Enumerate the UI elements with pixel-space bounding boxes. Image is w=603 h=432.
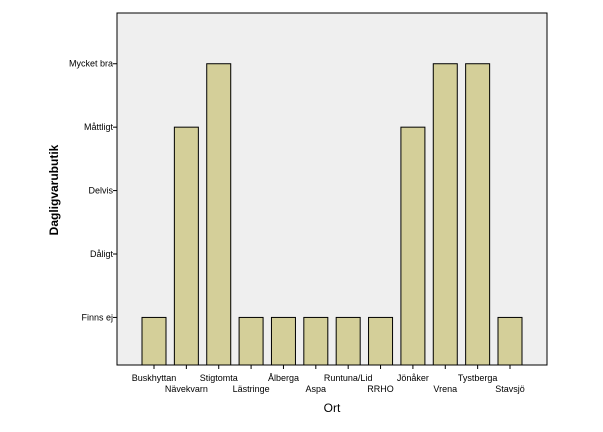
x-tick-label: Aspa xyxy=(306,384,327,394)
x-tick-label: Jönåker xyxy=(397,373,429,383)
bars-group xyxy=(141,63,523,366)
y-tick-label: Mycket bra xyxy=(69,59,113,69)
x-tick-label: Stigtomta xyxy=(200,373,238,383)
bar-ålberga xyxy=(270,316,296,366)
x-axis-title: Ort xyxy=(324,401,341,415)
bar-rrho xyxy=(368,316,394,366)
bar-buskhyttan xyxy=(141,316,167,366)
x-tick-label: Vrena xyxy=(433,384,457,394)
x-tick-label: Lästringe xyxy=(233,384,270,394)
bar-stavsjö xyxy=(497,316,523,366)
x-tick-label: Nävekvarn xyxy=(165,384,208,394)
bar-aspa xyxy=(303,316,329,366)
y-tick-label: Måttligt xyxy=(84,122,114,132)
bar-runtuna-lid xyxy=(335,316,361,366)
x-tick-label: RRHO xyxy=(367,384,394,394)
y-tick-label: Finns ej xyxy=(81,312,113,322)
y-axis-title: Dagligvarubutik xyxy=(47,144,61,235)
bar-vrena xyxy=(432,63,458,366)
bar-tystberga xyxy=(465,63,491,366)
x-tick-label: Tystberga xyxy=(458,373,498,383)
y-axis: Finns ej Dåligt Delvis Måttligt Mycket bra xyxy=(69,59,117,322)
y-tick-label: Delvis xyxy=(88,186,113,196)
bar-nävekvarn xyxy=(173,126,199,366)
x-tick-label: Stavsjö xyxy=(495,384,525,394)
x-tick-label: Buskhyttan xyxy=(132,373,177,383)
bar-lästringe xyxy=(238,316,264,366)
x-tick-label: Ålberga xyxy=(268,373,299,383)
bar-jönåker xyxy=(400,126,426,366)
x-axis: BuskhyttanNävekvarnStigtomtaLästringeÅlb… xyxy=(132,365,525,394)
x-tick-label: Runtuna/Lid xyxy=(324,373,373,383)
y-tick-label: Dåligt xyxy=(90,249,114,259)
bar-stigtomta xyxy=(206,63,232,366)
